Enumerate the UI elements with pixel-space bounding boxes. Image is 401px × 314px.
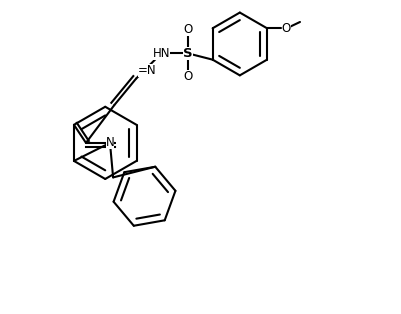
Text: O: O [183, 23, 192, 36]
Text: S: S [183, 47, 192, 60]
Text: N: N [105, 136, 114, 149]
Text: O: O [183, 70, 192, 84]
Text: O: O [281, 22, 290, 35]
Text: HN: HN [152, 47, 170, 60]
Text: =N: =N [138, 64, 156, 77]
